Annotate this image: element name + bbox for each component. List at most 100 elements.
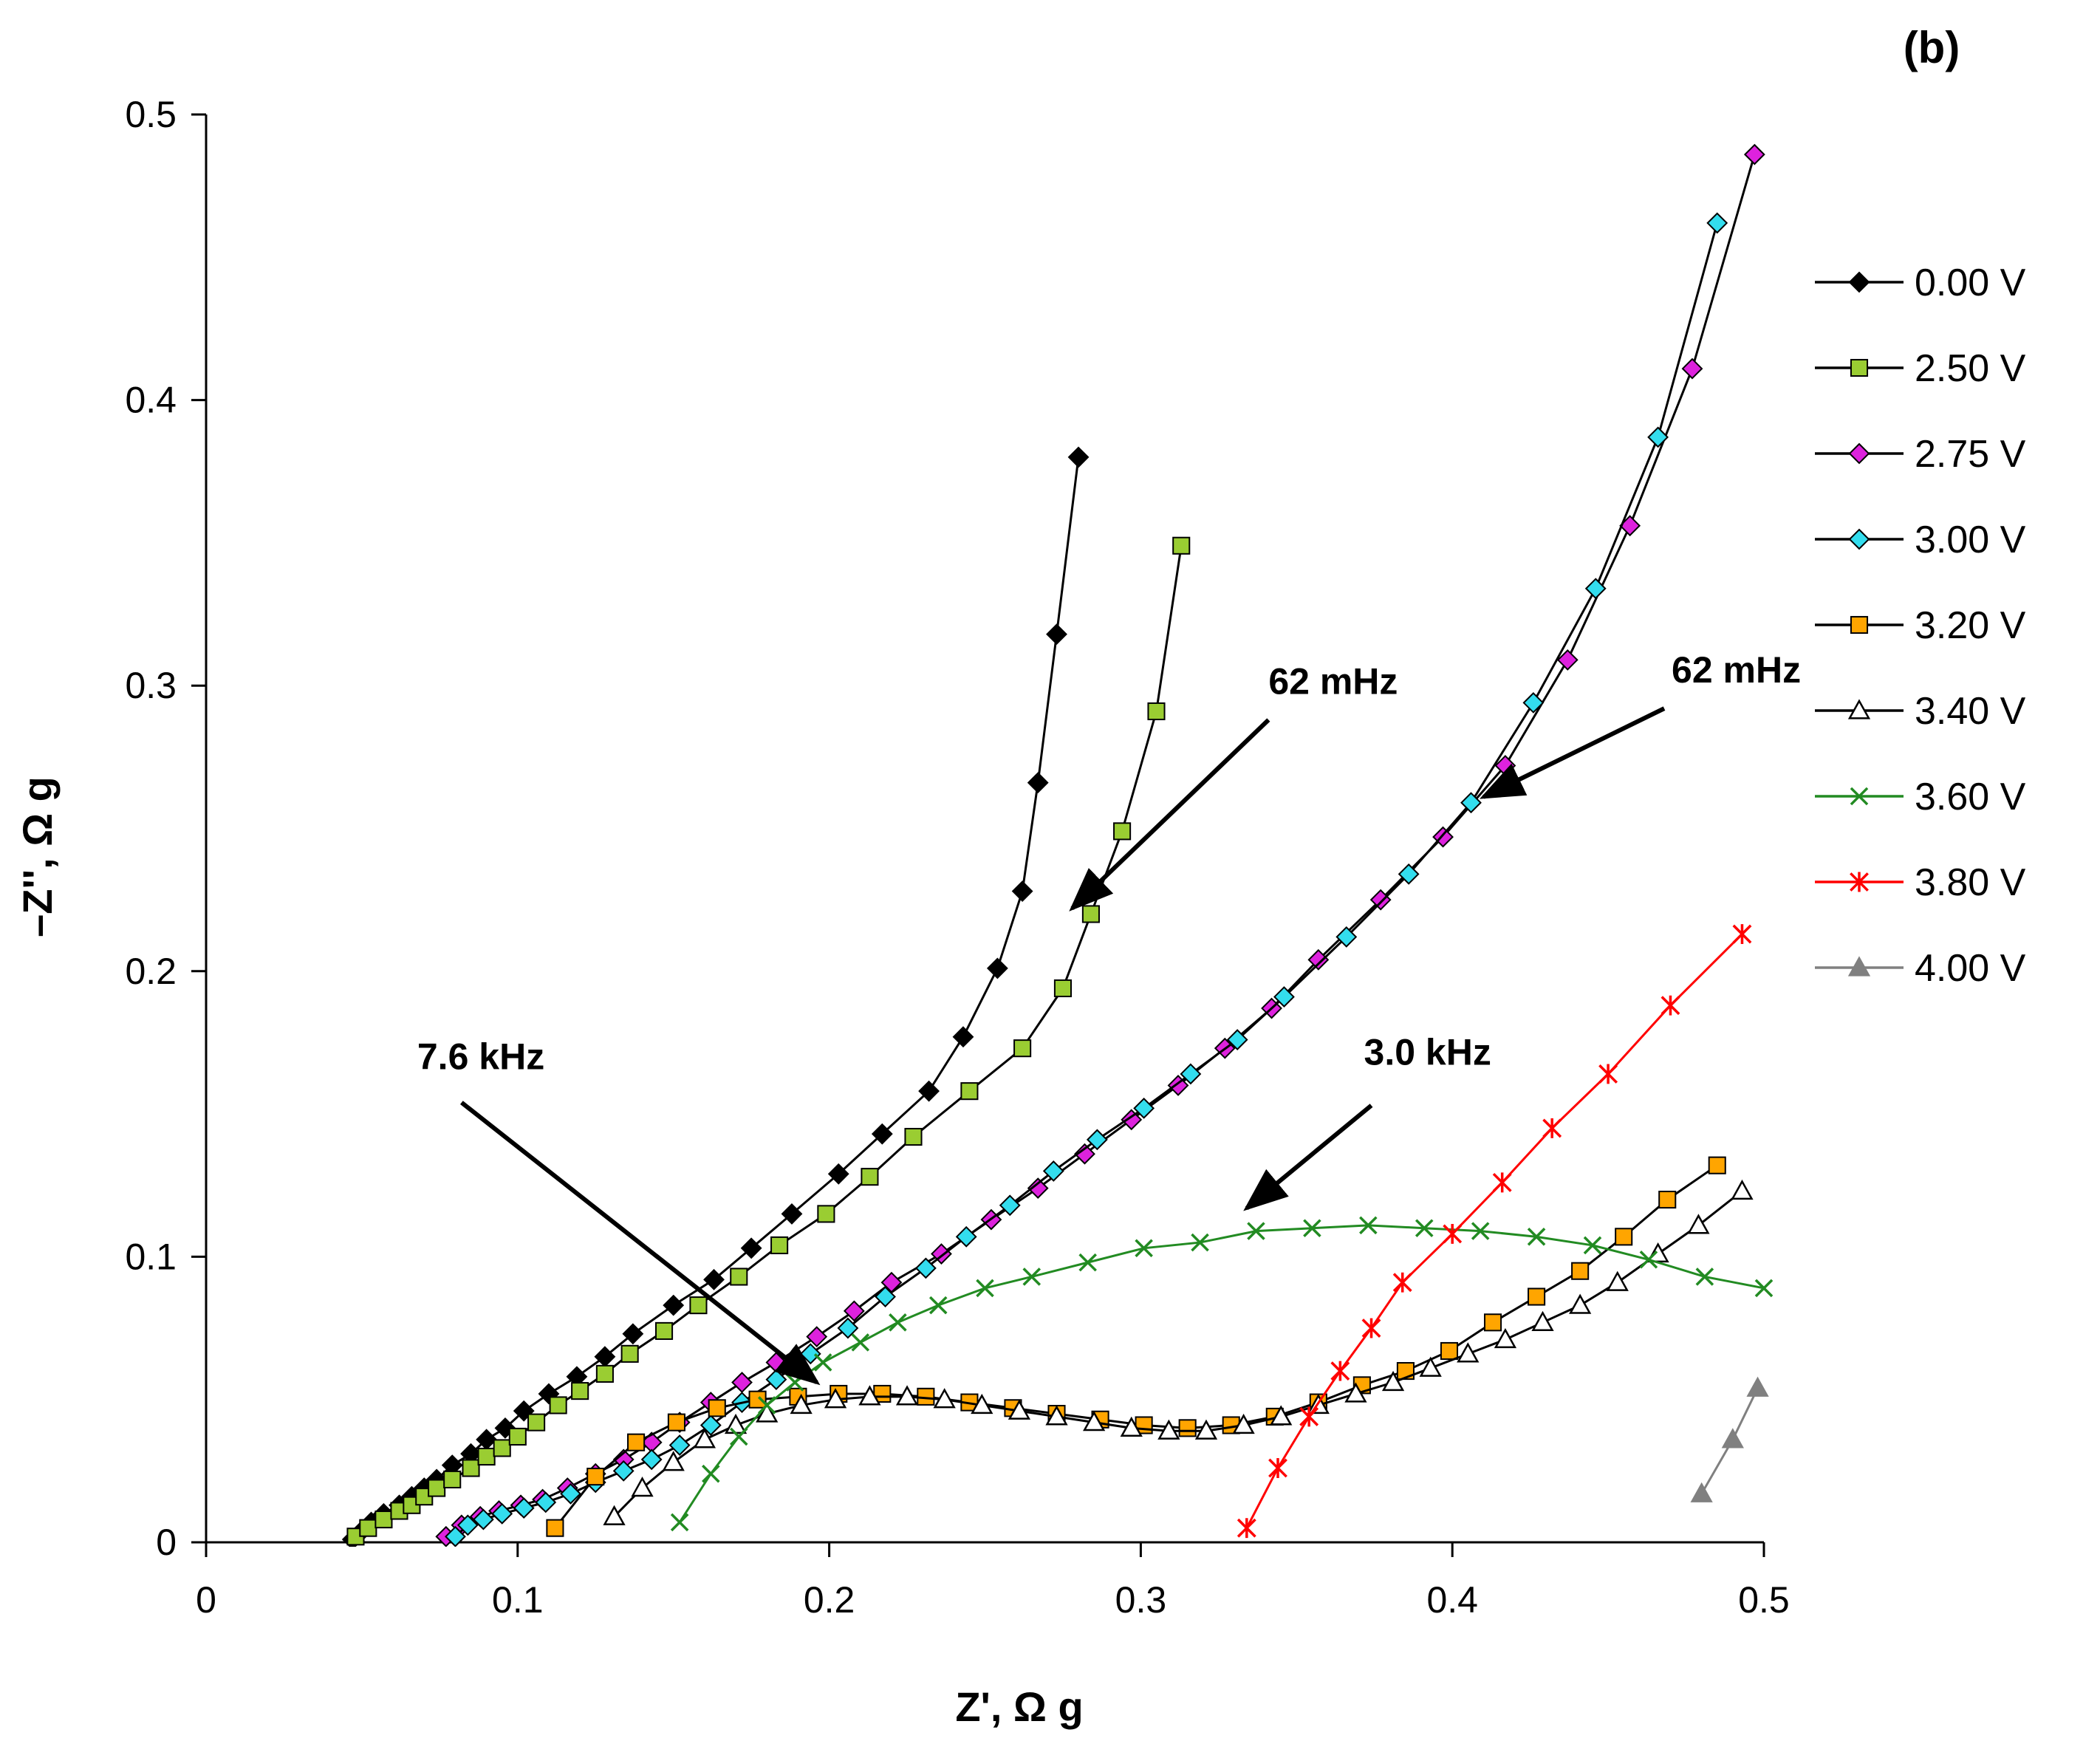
data-point (1237, 1518, 1256, 1539)
data-point (729, 1427, 748, 1446)
legend-marker (1848, 528, 1870, 550)
data-point (1053, 979, 1073, 998)
data-point (1046, 623, 1067, 646)
data-point (1706, 212, 1728, 234)
data-point (1074, 1143, 1095, 1165)
data-point (456, 1514, 479, 1536)
legend-label: 3.20 V (1915, 604, 2026, 647)
series-2-50-V (346, 536, 1191, 1546)
data-point (1086, 1129, 1108, 1151)
data-point (986, 957, 1008, 979)
data-point (1008, 1399, 1031, 1420)
data-point (1335, 926, 1358, 948)
legend-marker (1850, 615, 1869, 635)
legend-marker (1848, 271, 1870, 293)
data-point (1681, 358, 1703, 380)
data-point (895, 1385, 919, 1406)
data-point (428, 1479, 446, 1497)
data-point (1011, 880, 1033, 902)
data-point (689, 1296, 708, 1315)
data-point (781, 1203, 803, 1225)
legend-label: 3.00 V (1915, 519, 2026, 561)
panel-label: (b) (1904, 23, 1960, 72)
data-point (756, 1402, 779, 1423)
data-point (1639, 1250, 1658, 1269)
data-point (513, 1497, 535, 1519)
data-point (668, 1434, 691, 1456)
data-point (1022, 1268, 1042, 1286)
data-point (700, 1415, 722, 1436)
data-point (1078, 1253, 1097, 1272)
data-point (560, 1482, 581, 1505)
data-point (1583, 1236, 1602, 1255)
data-point (595, 1364, 614, 1383)
legend-item: 2.50 V (1815, 347, 2026, 390)
annotation-label: 62 mHz (1672, 649, 1801, 691)
data-point (667, 1413, 685, 1432)
data-point (1542, 1118, 1562, 1138)
data-point (445, 1525, 466, 1547)
data-point (790, 1393, 813, 1415)
data-point (748, 1390, 767, 1409)
data-point (359, 1519, 377, 1537)
data-point (817, 1205, 835, 1223)
series-4-00-V (1690, 1376, 1769, 1502)
data-point (1121, 1109, 1143, 1131)
legend-label: 3.60 V (1915, 776, 2026, 818)
annotation-label: 62 mHz (1268, 661, 1398, 702)
data-point (1359, 1216, 1378, 1235)
data-point (1584, 578, 1607, 600)
data-point (1754, 1279, 1774, 1298)
data-point (612, 1460, 635, 1482)
data-point (861, 1168, 879, 1186)
data-point (1419, 1356, 1442, 1377)
legend-marker (1850, 872, 1869, 892)
data-point (549, 1396, 567, 1415)
data-point (527, 1413, 546, 1432)
legend-marker (1848, 442, 1870, 465)
data-point (1687, 1214, 1710, 1234)
legend: 0.00 V 2.50 V 2.75 V 3.00 V 3.20 V 3.40 V 3.60… (1815, 261, 2026, 990)
data-point (1133, 1097, 1155, 1119)
data-point (1746, 1376, 1769, 1397)
series-0-00-V (341, 446, 1090, 1547)
data-point (1045, 1405, 1068, 1426)
y-tick-label: 0.3 (125, 665, 177, 706)
data-point (1732, 924, 1752, 944)
data-point (843, 1300, 865, 1322)
data-point (508, 1427, 527, 1446)
data-point (1492, 1172, 1512, 1193)
data-point (1415, 1219, 1434, 1238)
data-point (914, 1257, 937, 1279)
x-tick-label: 0.1 (492, 1579, 544, 1621)
data-point (1113, 822, 1132, 841)
legend-item: 2.75 V (1815, 433, 2026, 476)
data-point (1191, 1233, 1209, 1252)
series-3-60-V (670, 1216, 1774, 1532)
legend-label: 4.00 V (1915, 947, 2026, 990)
data-point (799, 1343, 821, 1365)
data-point (662, 1451, 685, 1471)
legend-marker (1850, 787, 1869, 806)
data-point (1658, 1191, 1677, 1209)
data-point (731, 1372, 753, 1393)
data-point (1135, 1239, 1153, 1258)
data-point (757, 1396, 776, 1415)
data-point (603, 1505, 626, 1525)
data-point (858, 1385, 881, 1406)
data-point (1483, 1313, 1502, 1332)
data-point (1569, 1293, 1592, 1314)
data-point (1531, 1310, 1554, 1331)
data-point (374, 1511, 393, 1529)
data-point (1081, 905, 1100, 923)
series-line (352, 456, 1080, 1541)
annotation-arrow (1479, 706, 1666, 799)
annotations: 62 mHz 62 mHz 7.6 kHz 3.0 kHz (417, 649, 1801, 1386)
data-point (1598, 1064, 1618, 1084)
legend-item: 0.00 V (1815, 261, 2026, 304)
legend-label: 0.00 V (1915, 261, 2026, 304)
series-3-80-V (1237, 924, 1752, 1539)
series-line (554, 1164, 1718, 1529)
legend-marker (1847, 956, 1871, 976)
